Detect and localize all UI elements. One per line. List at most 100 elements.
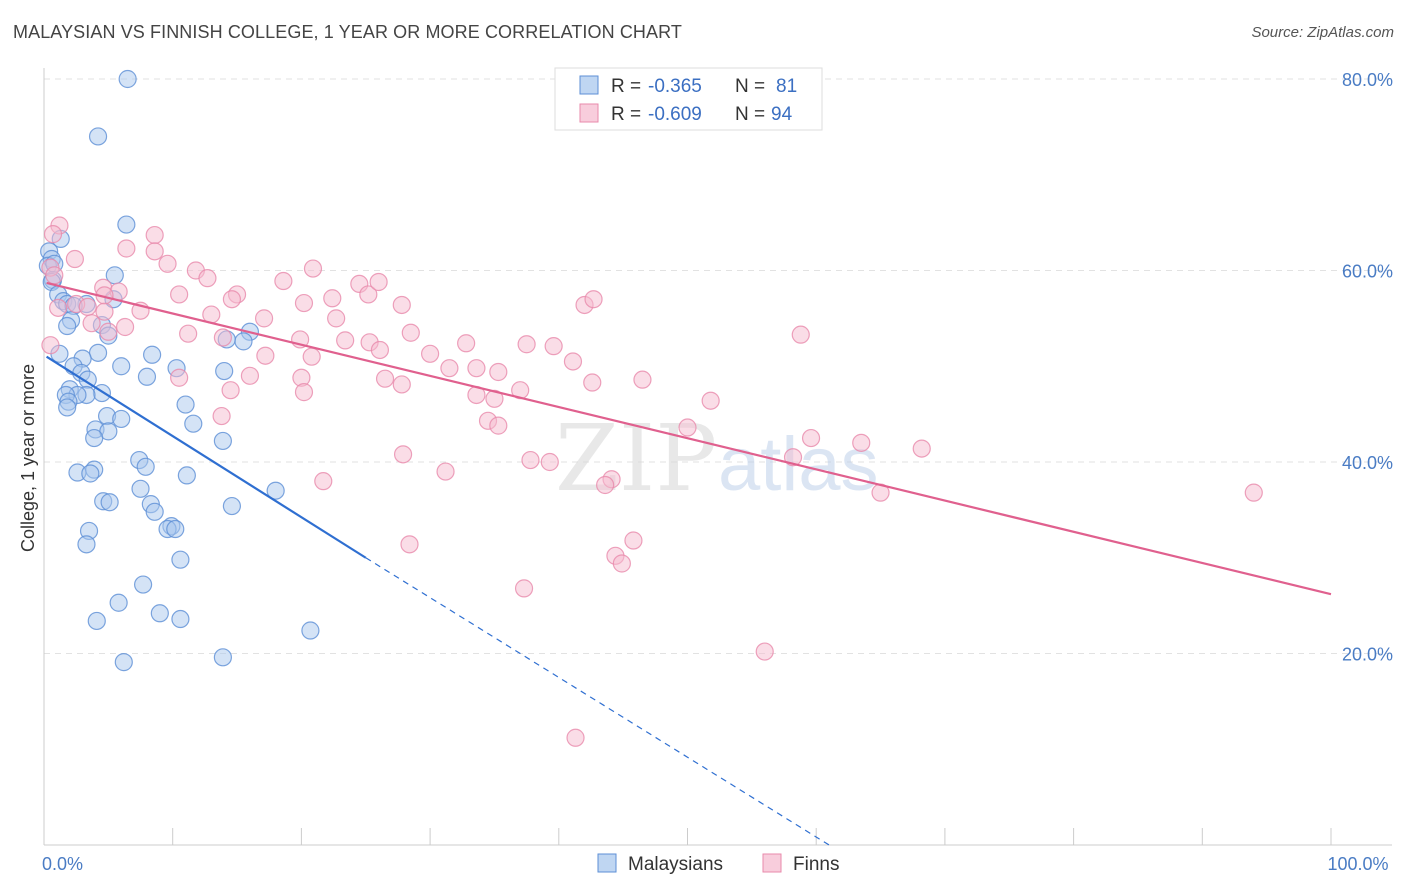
legend-swatch-malaysians: [579, 75, 599, 95]
malaysian-point: [171, 550, 190, 569]
finn-point: [78, 297, 97, 316]
malaysian-point: [150, 604, 169, 623]
malaysian-point: [176, 395, 195, 414]
finn-point: [393, 445, 413, 464]
finn-point: [99, 322, 118, 341]
finn-point: [327, 309, 346, 328]
malaysian-point: [215, 361, 234, 381]
finn-point: [274, 271, 293, 291]
malaysian-point: [58, 398, 77, 417]
finn-point: [583, 373, 602, 392]
malaysian-point: [213, 431, 232, 451]
malaysian-point: [118, 69, 137, 89]
finn-point: [294, 293, 314, 313]
y-tick-labels: 20.0% 40.0% 60.0% 80.0%: [1342, 70, 1393, 665]
finn-point: [596, 475, 615, 495]
finn-point: [198, 269, 217, 288]
finn-point: [584, 290, 603, 309]
finn-point: [421, 344, 440, 363]
malaysian-point: [117, 215, 136, 234]
finn-point: [41, 336, 60, 355]
finn-point: [755, 642, 774, 661]
watermark: ZIP atlas: [555, 405, 879, 512]
finn-point: [303, 259, 323, 278]
x-tick-labels: 0.0% 100.0%: [42, 854, 1389, 874]
finn-point: [179, 324, 198, 343]
y-tick-label: 20.0%: [1342, 645, 1393, 665]
malaysian-point: [137, 367, 157, 386]
grid-lines: [44, 78, 1392, 654]
finn-point: [467, 359, 486, 378]
legend-n-value: 94: [771, 104, 793, 125]
finn-point: [678, 418, 697, 437]
malaysian-point: [100, 493, 119, 512]
finn-point: [436, 462, 455, 481]
malaysian-point: [85, 428, 104, 448]
legend-r-value: -0.609: [648, 104, 702, 125]
finn-point: [336, 331, 355, 350]
finn-point: [540, 452, 559, 472]
finn-point: [222, 290, 242, 309]
finn-point: [521, 450, 540, 470]
finn-point: [624, 531, 643, 550]
finn-point: [563, 352, 583, 371]
finn-point: [401, 323, 420, 342]
finn-point: [801, 428, 821, 448]
finn-point: [566, 728, 585, 747]
finn-point: [489, 416, 508, 435]
finn-point: [256, 346, 275, 365]
finn-point: [158, 254, 177, 273]
y-tick-label: 40.0%: [1342, 453, 1393, 473]
malaysian-point: [109, 593, 128, 612]
finn-point: [375, 369, 395, 388]
finn-point: [359, 285, 378, 304]
malaysian-point: [77, 535, 96, 554]
bottom-legend-malaysians: Malaysians: [628, 854, 723, 875]
finn-point: [323, 289, 342, 308]
malaysian-point: [213, 648, 232, 667]
malaysian-point: [133, 575, 153, 594]
finn-point: [82, 314, 101, 333]
malaysian-point: [171, 609, 190, 629]
legend-box: [554, 67, 823, 131]
finn-point: [457, 334, 476, 353]
svg-text:R = -0.365 N =: R = -0.365 N = 81: [611, 76, 797, 97]
finn-point: [544, 337, 563, 356]
malaysian-point: [88, 343, 108, 362]
finn-point: [240, 366, 260, 385]
bottom-legend-swatch-malaysians: [597, 853, 617, 873]
finn-point: [95, 302, 114, 321]
finn-point: [783, 448, 803, 467]
finn-point: [392, 295, 411, 315]
malaysians-trend-extension: [365, 557, 830, 846]
finn-point: [213, 328, 232, 347]
malaysians-trend-line: [45, 355, 367, 559]
finn-point: [791, 325, 810, 344]
bottom-legend: Malaysians Finns: [597, 853, 839, 875]
finn-point: [117, 239, 136, 258]
y-tick-label: 80.0%: [1342, 70, 1393, 90]
trend-lines: [45, 281, 1332, 846]
finn-point: [45, 266, 64, 285]
legend-n-label: N =: [735, 76, 770, 97]
finn-point: [170, 368, 189, 387]
finn-point: [912, 439, 931, 458]
finn-point: [852, 433, 871, 452]
finn-point: [514, 579, 534, 598]
finn-point: [489, 362, 508, 382]
finn-point: [170, 285, 189, 304]
bottom-legend-finns: Finns: [793, 854, 839, 875]
chart-title: MALAYSIAN VS FINNISH COLLEGE, 1 YEAR OR …: [13, 22, 683, 42]
malaysian-point: [177, 466, 196, 485]
finn-point: [212, 406, 231, 426]
finn-point: [49, 298, 68, 317]
malaysian-point: [143, 345, 162, 364]
malaysian-point: [81, 464, 100, 483]
finn-point: [254, 309, 274, 328]
finn-point: [485, 389, 504, 408]
finn-point: [369, 272, 388, 292]
legend-r-value: -0.365: [648, 76, 702, 97]
x-tick-label: 100.0%: [1327, 854, 1388, 874]
finn-point: [440, 359, 459, 378]
